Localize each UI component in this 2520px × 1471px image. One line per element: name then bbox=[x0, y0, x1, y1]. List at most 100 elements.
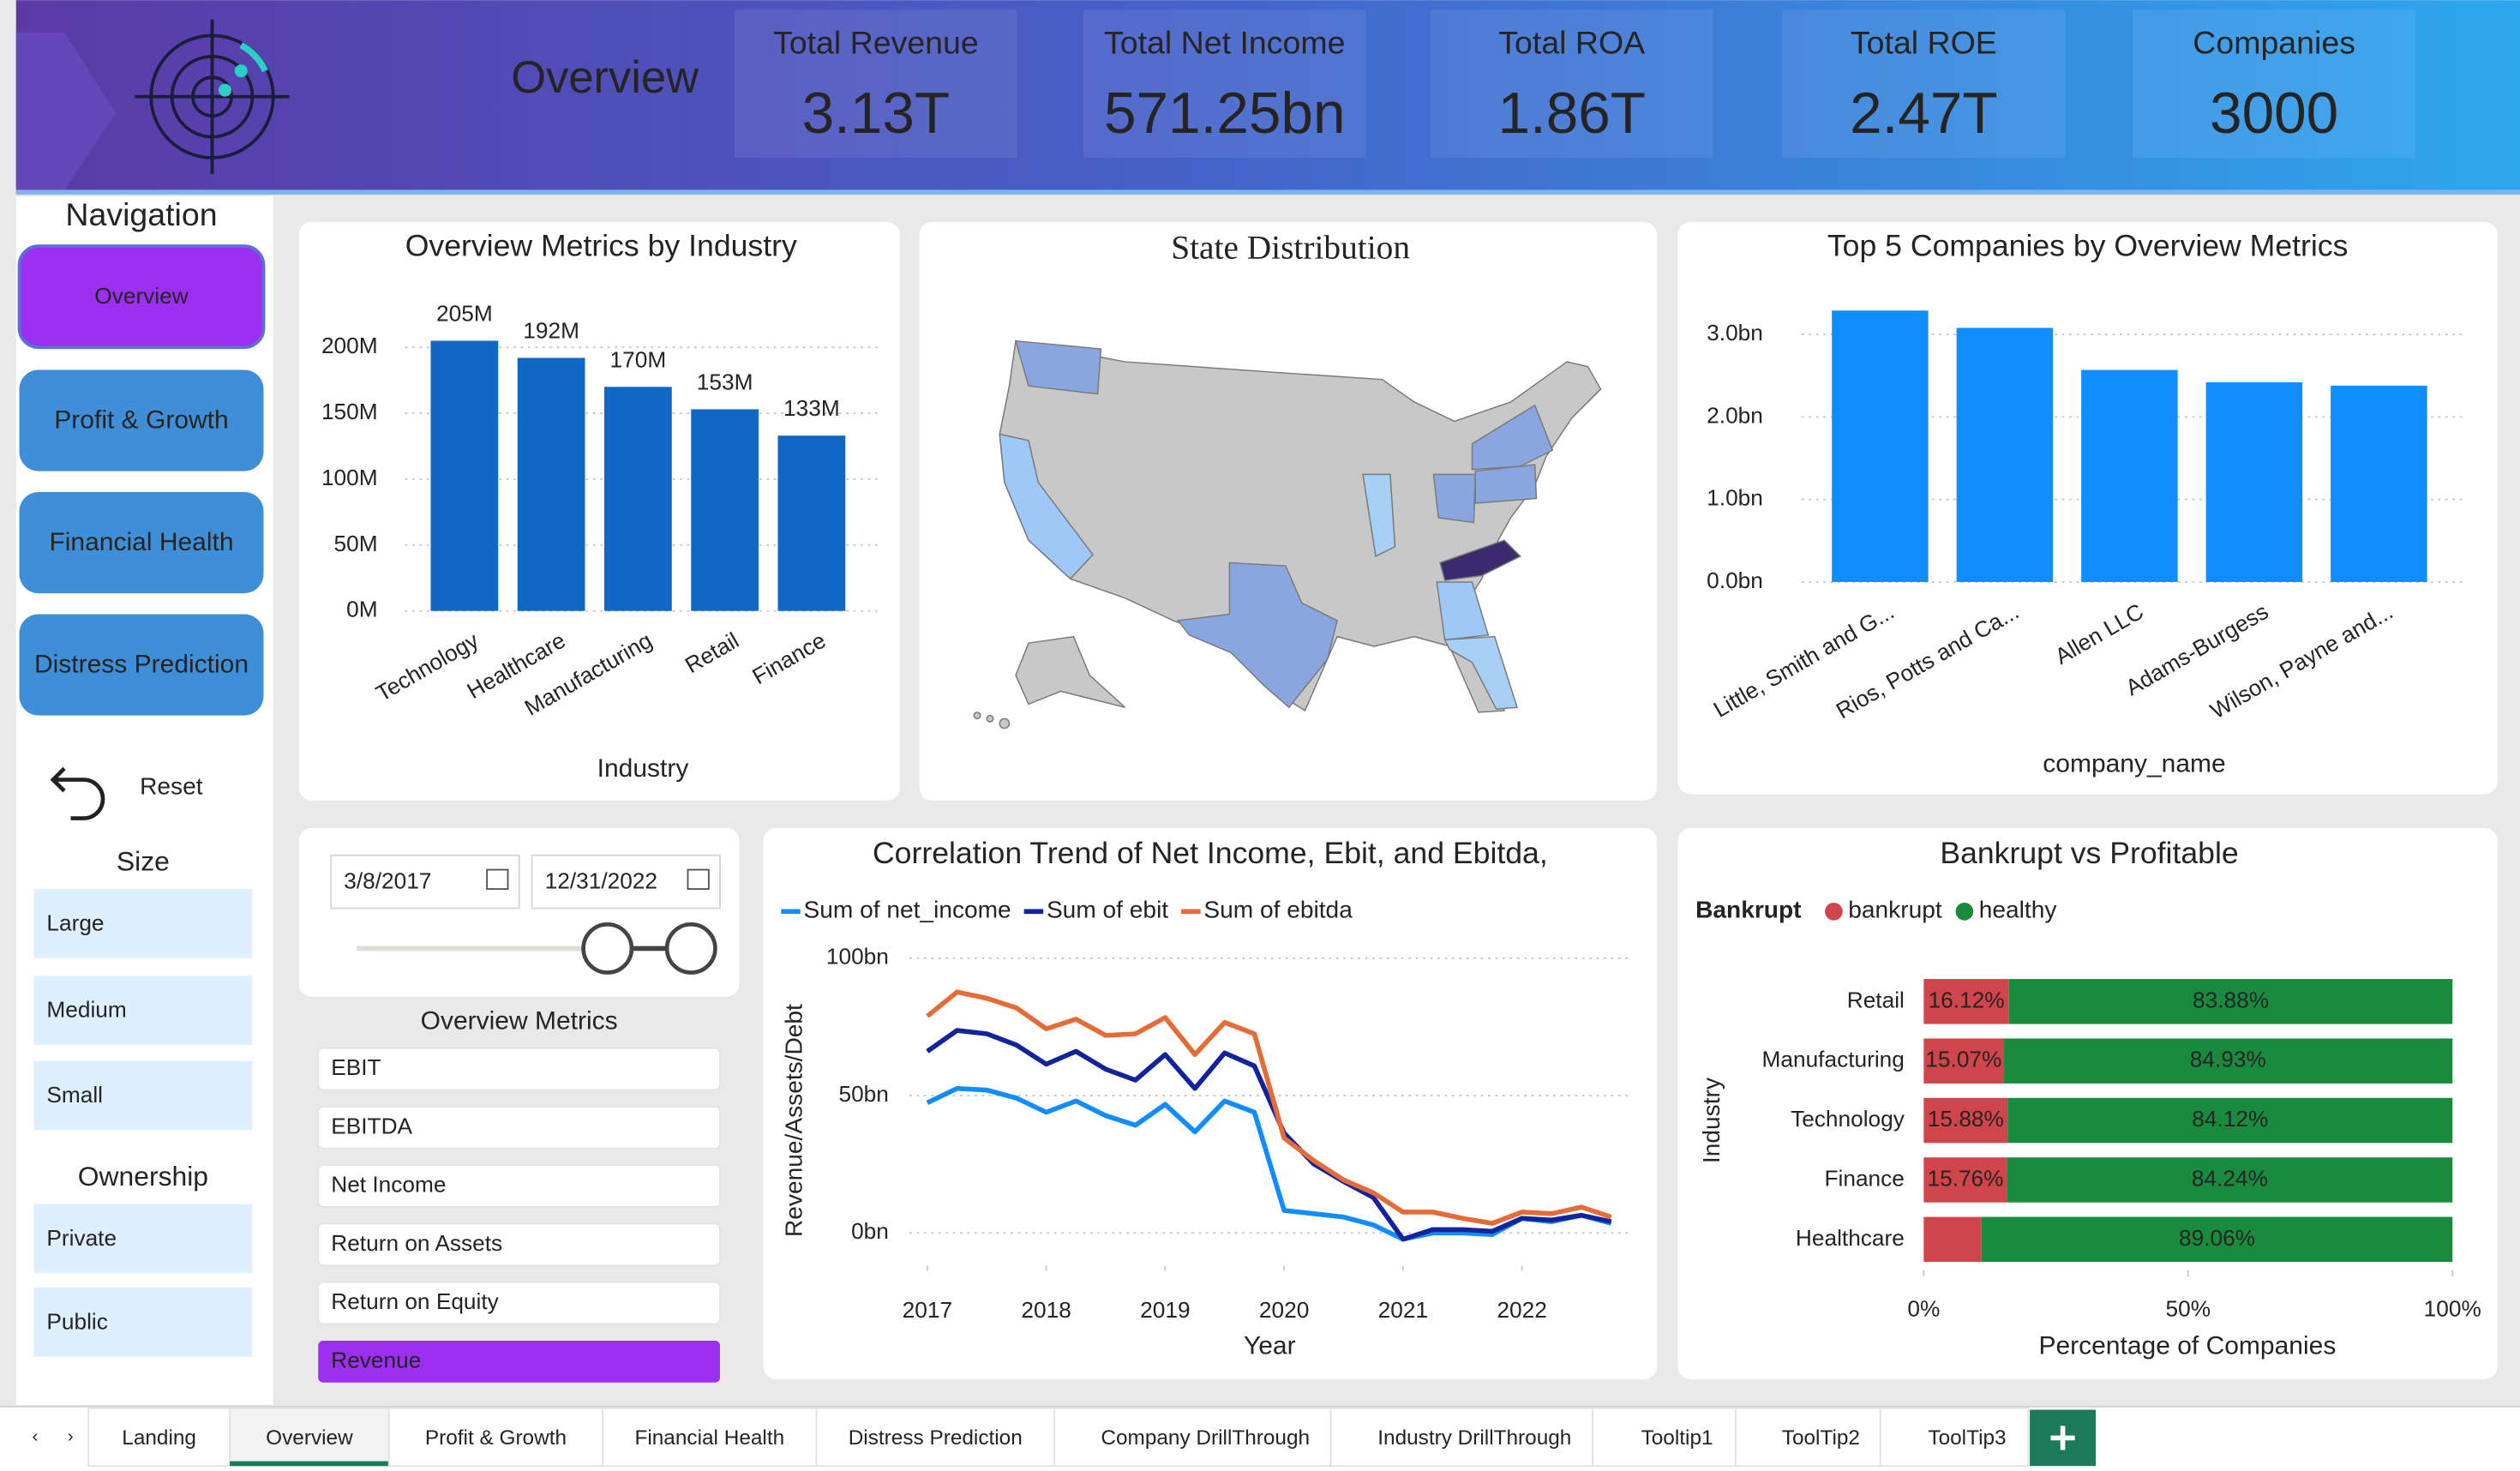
tab-label: Profit & Growth bbox=[425, 1426, 567, 1450]
metric-option-label: Return on Assets bbox=[331, 1230, 502, 1256]
y-tick-label: 0bn bbox=[851, 1218, 889, 1244]
card bbox=[298, 827, 740, 997]
tab[interactable] bbox=[1329, 1407, 1594, 1468]
calendar-icon bbox=[486, 868, 509, 890]
series-line bbox=[926, 1028, 1612, 1242]
data-label: 89.06% bbox=[2179, 1225, 2255, 1251]
tab-label: Company DrillThrough bbox=[1101, 1426, 1310, 1450]
nav-button[interactable] bbox=[19, 491, 264, 594]
tab[interactable] bbox=[229, 1407, 390, 1468]
calendar-icon bbox=[687, 868, 710, 890]
y-tick-label: Finance bbox=[1824, 1165, 1904, 1191]
tab-next[interactable]: › bbox=[68, 1426, 74, 1446]
kpi-card bbox=[1083, 9, 1366, 158]
legend-label: Sum of ebitda bbox=[1203, 897, 1353, 923]
series-line bbox=[926, 989, 1612, 1226]
kpi-card bbox=[1430, 9, 1713, 158]
y-tick-label: 0.0bn bbox=[1707, 567, 1763, 593]
tab-label: Tooltip1 bbox=[1641, 1426, 1713, 1450]
data-label: 192M bbox=[523, 317, 579, 343]
x-tick-label: 2018 bbox=[1021, 1297, 1071, 1323]
nav-title: Navigation bbox=[65, 196, 217, 232]
data-label: 153M bbox=[697, 369, 753, 394]
slider-handle[interactable] bbox=[581, 922, 634, 975]
add-icon bbox=[2050, 1426, 2075, 1450]
nav-button-label: Overview bbox=[94, 283, 189, 309]
bar bbox=[691, 409, 759, 611]
y-tick-label: Manufacturing bbox=[1762, 1047, 1905, 1072]
page-title: Overview bbox=[511, 52, 699, 103]
x-tick-label: 2022 bbox=[1497, 1297, 1546, 1323]
kpi-label: Companies bbox=[2193, 25, 2355, 61]
tab[interactable] bbox=[1592, 1407, 1737, 1468]
legend-label: bankrupt bbox=[1848, 897, 1942, 923]
x-tick-label: 50% bbox=[2166, 1295, 2211, 1321]
y-tick-label: 100M bbox=[321, 465, 378, 490]
tab[interactable] bbox=[815, 1407, 1055, 1468]
bar bbox=[2205, 382, 2303, 582]
metric-option-label: EBIT bbox=[331, 1054, 381, 1080]
kpi-label: Total Net Income bbox=[1104, 25, 1345, 61]
tab-prev[interactable]: ‹ bbox=[33, 1426, 39, 1446]
x-tick-label: 100% bbox=[2424, 1295, 2481, 1321]
size-label: Large bbox=[46, 910, 104, 935]
y-tick-label: 150M bbox=[321, 399, 378, 424]
x-tick-label: 2021 bbox=[1378, 1297, 1428, 1323]
nav-button[interactable] bbox=[19, 369, 264, 471]
y-tick-label: Technology bbox=[1791, 1106, 1905, 1132]
bar-segment bbox=[1923, 1038, 2004, 1084]
size-button[interactable] bbox=[33, 976, 253, 1045]
nav-button[interactable] bbox=[17, 244, 266, 350]
metric-option[interactable] bbox=[317, 1281, 721, 1325]
size-label: Medium bbox=[46, 997, 126, 1023]
metric-option[interactable] bbox=[318, 1340, 720, 1383]
ownership-button[interactable] bbox=[33, 1288, 253, 1357]
slider-handle[interactable] bbox=[664, 922, 717, 975]
data-label: 84.93% bbox=[2190, 1047, 2266, 1072]
chart-title: Top 5 Companies by Overview Metrics bbox=[1827, 228, 2349, 262]
bar bbox=[604, 387, 672, 611]
size-button[interactable] bbox=[33, 889, 253, 958]
size-title: Size bbox=[117, 845, 170, 876]
metric-option[interactable] bbox=[317, 1164, 721, 1208]
x-axis-label: Year bbox=[1244, 1331, 1296, 1360]
size-label: Small bbox=[46, 1082, 103, 1108]
bar-segment bbox=[2007, 1097, 2453, 1144]
x-axis-label: company_name bbox=[2043, 750, 2225, 778]
bar-segment bbox=[1923, 979, 2009, 1024]
kpi-value: 1.86T bbox=[1497, 81, 1646, 146]
metric-option[interactable] bbox=[317, 1047, 721, 1091]
tab[interactable] bbox=[1053, 1407, 1332, 1468]
ownership-title: Ownership bbox=[78, 1161, 208, 1192]
y-tick-label: 100bn bbox=[826, 944, 889, 970]
tab[interactable] bbox=[1735, 1407, 1881, 1468]
tab-label: Financial Health bbox=[634, 1426, 784, 1450]
series-line bbox=[926, 1085, 1612, 1242]
header-band bbox=[15, 0, 2520, 194]
metric-option[interactable] bbox=[317, 1222, 721, 1267]
bar-segment bbox=[1923, 1097, 2008, 1144]
bar bbox=[2331, 385, 2427, 582]
reset-icon[interactable] bbox=[50, 766, 105, 820]
tab-label: Distress Prediction bbox=[849, 1426, 1023, 1450]
ownership-button[interactable] bbox=[33, 1204, 253, 1274]
data-label: 133M bbox=[783, 395, 840, 421]
nav-button-label: Financial Health bbox=[49, 528, 233, 556]
tab[interactable] bbox=[1879, 1407, 2030, 1468]
y-tick-label: 2.0bn bbox=[1707, 402, 1763, 428]
legend-swatch bbox=[1955, 903, 1974, 921]
x-tick-label: 2020 bbox=[1259, 1297, 1309, 1323]
tab-active-indicator bbox=[230, 1461, 389, 1467]
kpi-label: Total ROE bbox=[1851, 25, 1997, 61]
y-tick-label: Healthcare bbox=[1796, 1225, 1905, 1251]
bar-segment bbox=[2007, 1157, 2453, 1203]
kpi-label: Total Revenue bbox=[773, 25, 979, 61]
metric-option-label: Return on Equity bbox=[331, 1288, 499, 1314]
tab[interactable] bbox=[387, 1407, 604, 1468]
tab-label: Landing bbox=[122, 1426, 196, 1450]
metric-option[interactable] bbox=[317, 1106, 721, 1150]
size-button[interactable] bbox=[33, 1060, 253, 1131]
nav-button[interactable] bbox=[19, 614, 264, 716]
legend-title: Bankrupt bbox=[1695, 897, 1802, 923]
